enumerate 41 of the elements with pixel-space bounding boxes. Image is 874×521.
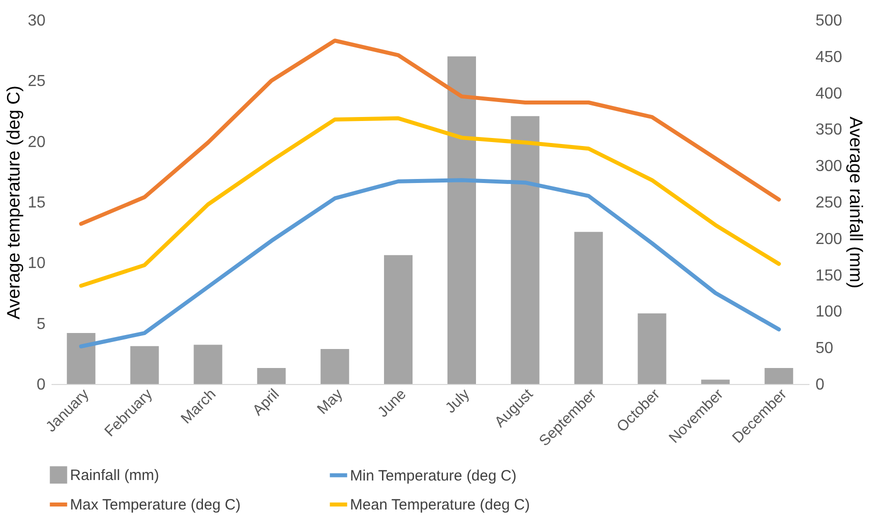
y2-tick-label: 500 (816, 12, 842, 30)
line-series (79, 38, 781, 226)
y-tick-label: 0 (36, 376, 46, 394)
y2-tick-label: 300 (816, 158, 842, 176)
line-series (79, 178, 781, 348)
y2-axis-title: Average rainfall (mm) (846, 116, 866, 288)
bar (384, 255, 413, 384)
y-tick-label: 25 (28, 73, 46, 90)
bar (194, 344, 222, 384)
y-tick-label: 20 (28, 134, 46, 151)
y-tick-label: 30 (28, 12, 46, 30)
y2-tick-label: 50 (816, 340, 834, 358)
legend-label: Rainfall (mm) (70, 466, 160, 484)
bar (447, 56, 476, 384)
y-tick-label: 10 (28, 255, 46, 272)
bar (638, 313, 666, 384)
y2-tick-label: 200 (816, 230, 842, 248)
y-axis-title: Average temperature (deg C) (4, 86, 24, 320)
bar (510, 116, 540, 384)
bar (320, 349, 350, 384)
legend-label: Max Temperature (deg C) (70, 496, 241, 514)
bar (764, 368, 794, 384)
y2-tick-label: 350 (816, 122, 842, 139)
line-series (79, 116, 781, 288)
y-tick-label: 15 (28, 194, 46, 212)
x-tick-label: July (442, 385, 474, 417)
bar (66, 333, 96, 384)
y2-tick-label: 400 (816, 85, 842, 102)
bar (701, 380, 730, 384)
y2-tick-label: 0 (816, 376, 824, 394)
y2-tick-label: 100 (816, 304, 842, 321)
y-tick-label: 5 (36, 316, 46, 333)
y2-tick-label: 250 (816, 194, 842, 212)
x-tick-label: May (314, 385, 347, 418)
bar (130, 346, 159, 384)
bar (574, 232, 603, 384)
legend-label: Mean Temperature (deg C) (350, 496, 530, 514)
legend-label: Min Temperature (deg C) (350, 467, 516, 484)
y2-tick-label: 450 (816, 48, 842, 66)
y2-tick-label: 150 (816, 267, 842, 284)
bar (257, 368, 286, 384)
